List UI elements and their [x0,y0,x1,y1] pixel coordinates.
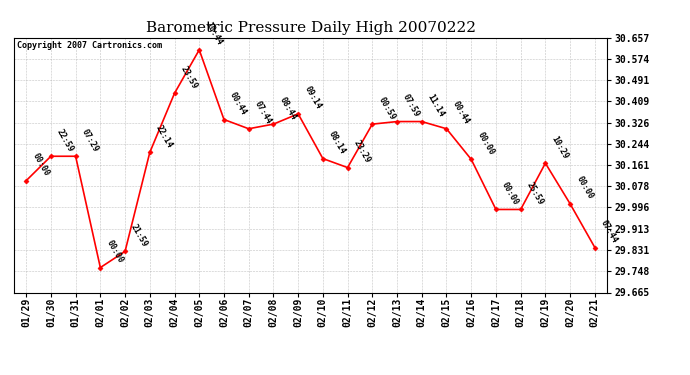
Text: 23:29: 23:29 [352,139,372,165]
Text: 00:44: 00:44 [451,100,471,126]
Text: 00:44: 00:44 [228,91,248,117]
Text: 07:29: 07:29 [80,128,100,153]
Text: 07:59: 07:59 [401,93,422,119]
Text: 07:44: 07:44 [253,100,273,126]
Text: Copyright 2007 Cartronics.com: Copyright 2007 Cartronics.com [17,41,161,50]
Text: 10:29: 10:29 [549,134,570,160]
Text: 00:00: 00:00 [500,180,520,207]
Text: 08:44: 08:44 [277,95,298,122]
Text: 00:00: 00:00 [475,130,495,157]
Text: 00:59: 00:59 [377,95,397,122]
Text: 10:44: 10:44 [204,21,224,47]
Text: 00:00: 00:00 [104,238,125,265]
Text: 00:00: 00:00 [30,152,50,178]
Text: 22:14: 22:14 [154,123,175,150]
Text: 25:59: 25:59 [525,180,545,207]
Text: 09:14: 09:14 [302,85,323,111]
Text: 21:59: 21:59 [129,222,150,249]
Text: 07:44: 07:44 [599,219,620,245]
Title: Barometric Pressure Daily High 20070222: Barometric Pressure Daily High 20070222 [146,21,475,35]
Text: 23:59: 23:59 [179,64,199,90]
Text: 22:59: 22:59 [55,128,75,153]
Text: 00:00: 00:00 [574,175,595,201]
Text: 11:14: 11:14 [426,93,446,119]
Text: 08:14: 08:14 [327,130,347,156]
